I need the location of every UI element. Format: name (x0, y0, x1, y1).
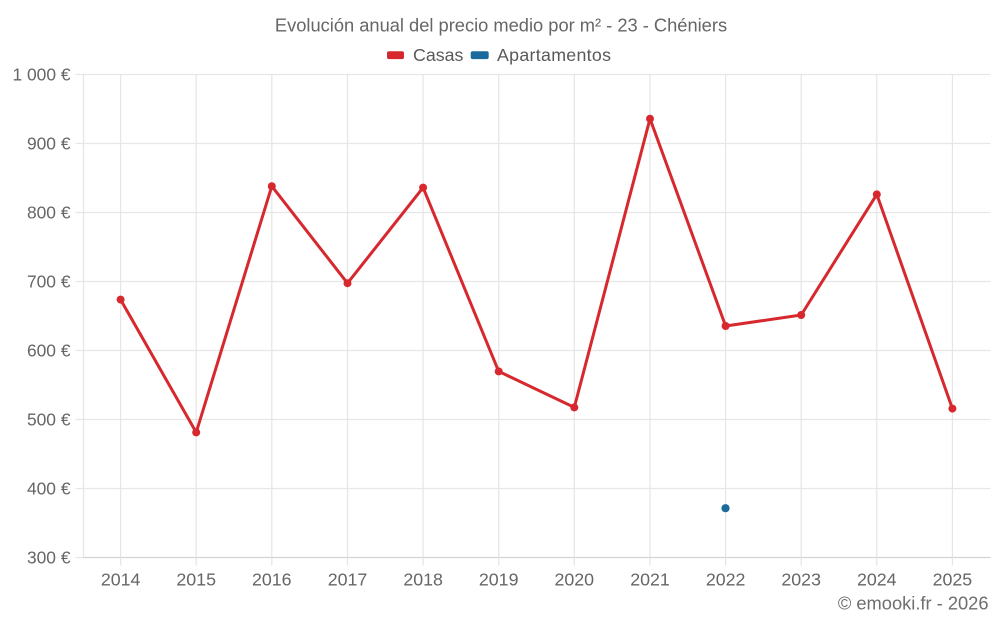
svg-text:2020: 2020 (555, 570, 595, 590)
svg-text:500 €: 500 € (27, 410, 71, 430)
svg-text:2025: 2025 (933, 570, 973, 590)
svg-text:300 €: 300 € (27, 548, 71, 568)
svg-text:400 €: 400 € (27, 479, 71, 499)
svg-text:2019: 2019 (479, 570, 519, 590)
svg-text:2015: 2015 (176, 570, 216, 590)
svg-text:Evolución anual del precio med: Evolución anual del precio medio por m² … (275, 14, 727, 35)
svg-text:2016: 2016 (252, 570, 292, 590)
svg-text:2021: 2021 (630, 570, 670, 590)
svg-text:900 €: 900 € (27, 134, 71, 154)
svg-text:700 €: 700 € (27, 272, 71, 292)
svg-text:800 €: 800 € (27, 203, 71, 223)
svg-text:Casas: Casas (413, 45, 464, 65)
svg-text:Apartamentos: Apartamentos (497, 45, 611, 65)
svg-text:2018: 2018 (403, 570, 443, 590)
svg-text:1 000 €: 1 000 € (12, 65, 70, 85)
svg-text:2014: 2014 (101, 570, 141, 590)
svg-text:2022: 2022 (706, 570, 746, 590)
svg-text:2024: 2024 (857, 570, 897, 590)
svg-text:600 €: 600 € (27, 341, 71, 361)
svg-text:2023: 2023 (781, 570, 821, 590)
svg-text:© emooki.fr - 2026: © emooki.fr - 2026 (838, 593, 989, 614)
svg-text:2017: 2017 (328, 570, 368, 590)
